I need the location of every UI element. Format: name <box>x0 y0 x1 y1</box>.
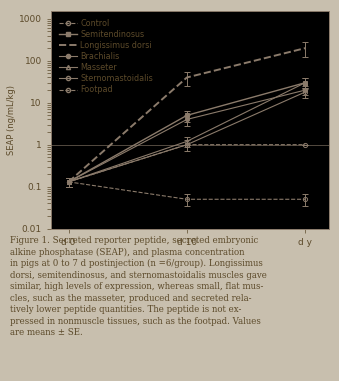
Y-axis label: SEAP (ng/mL/kg): SEAP (ng/mL/kg) <box>7 85 16 155</box>
Legend: Control, Semitendinosus, Longissimus dorsi, Brachialis, Masseter, Sternomastoida: Control, Semitendinosus, Longissimus dor… <box>58 18 155 96</box>
Text: Figure 1. Secreted reporter peptide, secreted embryonic
alkine phosphatase (SEAP: Figure 1. Secreted reporter peptide, sec… <box>10 236 267 337</box>
